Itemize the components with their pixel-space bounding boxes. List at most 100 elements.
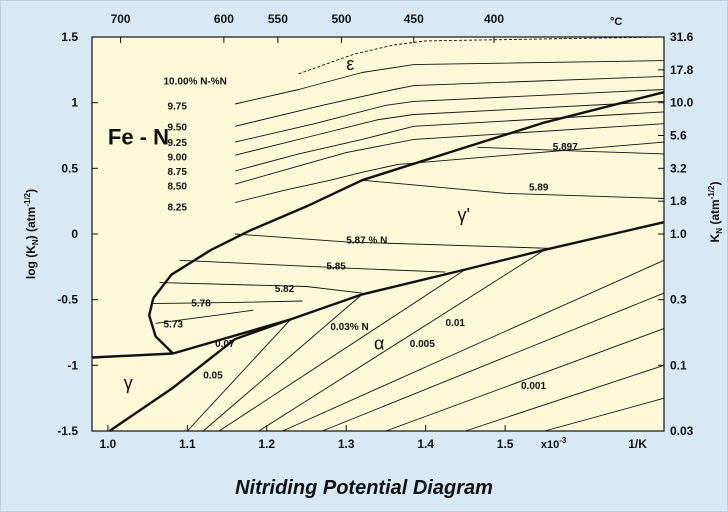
chart-title: Fe - N bbox=[108, 125, 169, 150]
epsilon-iso-label: 8.25 bbox=[167, 202, 187, 213]
alpha-iso-label: 0.07 bbox=[215, 339, 235, 350]
epsilon-iso-line bbox=[234, 89, 665, 143]
epsilon-iso-line bbox=[234, 111, 665, 172]
gamma-boundary-lower bbox=[148, 298, 174, 355]
y-tick-label: 0.5 bbox=[61, 161, 78, 175]
x-exponent-sup: -3 bbox=[559, 436, 567, 445]
alpha-iso-label: 0.001 bbox=[521, 381, 546, 392]
alpha-iso-line bbox=[258, 249, 546, 432]
x-tick-label: 1.3 bbox=[338, 437, 355, 451]
y-axis-label-sub: N bbox=[31, 239, 40, 245]
y-axis-label-sup: -1/2 bbox=[23, 192, 32, 206]
gamma-prime-iso-label: 5.78 bbox=[191, 298, 211, 309]
epsilon-iso-label: 9.50 bbox=[167, 122, 187, 133]
top-tick-label: 600 bbox=[214, 12, 234, 26]
gamma-alpha-boundary bbox=[91, 352, 174, 359]
top-tick-label: 450 bbox=[404, 12, 424, 26]
right-tick-label: 3.2 bbox=[670, 161, 687, 175]
gamma-prime-iso-label: 5.85 bbox=[326, 262, 346, 273]
right-tick-label: 31.6 bbox=[670, 30, 694, 44]
gamma-prime-iso-line bbox=[159, 282, 363, 294]
gamma-prime-iso-label: 5.897 bbox=[553, 142, 578, 153]
y-tick-label: -1.5 bbox=[57, 424, 78, 438]
alpha-iso-line bbox=[282, 259, 665, 432]
gamma-prime-iso-label: 5.87 % N bbox=[346, 235, 387, 246]
x-axis-label: 1/K bbox=[628, 437, 647, 451]
alpha-iso-label: 0.01 bbox=[446, 318, 466, 329]
top-unit-label: °C bbox=[610, 16, 622, 28]
y-axis-label: log (KN) (atm-1/2) bbox=[23, 189, 40, 279]
right-tick-label: 0.3 bbox=[670, 293, 687, 307]
gamma-prime-iso-line bbox=[477, 146, 665, 155]
alpha-iso-line bbox=[218, 269, 466, 432]
right-tick-label: 10.0 bbox=[670, 96, 694, 110]
epsilon-iso-label: 9.25 bbox=[167, 138, 187, 149]
gamma-prime-iso-line bbox=[179, 259, 446, 273]
epsilon-iso-label: 9.00 bbox=[167, 153, 187, 164]
x-tick-label: 1.0 bbox=[100, 437, 117, 451]
right-axis-label-sub: N bbox=[715, 228, 724, 234]
y-tick-label: 0 bbox=[71, 227, 78, 241]
gamma-prime-iso-label: 5.82 bbox=[275, 284, 295, 295]
gamma-prime-iso-line bbox=[362, 179, 665, 199]
right-axis-label: KN (atm-1/2) bbox=[707, 182, 724, 243]
right-tick-label: 17.8 bbox=[670, 63, 694, 77]
gamma-prime-iso-line bbox=[155, 309, 254, 324]
epsilon-iso-line bbox=[234, 75, 665, 127]
right-axis-label-mid: (atm bbox=[708, 199, 722, 228]
epsilon-iso-line bbox=[234, 141, 665, 203]
gamma-prime-iso-line bbox=[234, 233, 553, 249]
x-exponent-label: x10-3 bbox=[541, 436, 567, 451]
x-tick-label: 1.5 bbox=[497, 437, 514, 451]
right-axis-label-sup: -1/2 bbox=[707, 185, 716, 199]
gamma-prime-iso-label: 5.89 bbox=[529, 183, 549, 194]
phase-label: γ' bbox=[457, 205, 469, 225]
alpha-iso-line bbox=[385, 328, 665, 432]
epsilon-iso-line bbox=[298, 36, 665, 75]
x-tick-label: 1.2 bbox=[258, 437, 275, 451]
right-tick-label: 1.0 bbox=[670, 227, 687, 241]
alpha-gamma-lower-boundary bbox=[108, 318, 292, 432]
right-tick-label: 0.1 bbox=[670, 358, 687, 372]
top-tick-label: 500 bbox=[331, 12, 351, 26]
right-axis-label-prefix: K bbox=[708, 233, 722, 242]
x-tick-label: 1.4 bbox=[417, 437, 434, 451]
gamma-prime-iso-line bbox=[151, 300, 303, 305]
epsilon-gamma-prime-boundary bbox=[152, 91, 665, 300]
epsilon-iso-label: 8.50 bbox=[167, 181, 187, 192]
phase-label: ε bbox=[346, 54, 354, 74]
y-tick-label: 1 bbox=[71, 96, 78, 110]
alpha-iso-line bbox=[186, 319, 291, 432]
epsilon-iso-label: 10.00% N-%N bbox=[164, 76, 227, 87]
epsilon-iso-line bbox=[234, 100, 665, 156]
right-axis-label-suffix: ) bbox=[708, 182, 722, 186]
top-tick-label: 550 bbox=[268, 12, 288, 26]
y-tick-label: 1.5 bbox=[61, 30, 78, 44]
alpha-iso-line bbox=[202, 294, 363, 432]
alpha-iso-label: 0.005 bbox=[410, 339, 435, 350]
alpha-iso-line bbox=[465, 364, 665, 432]
epsilon-iso-label: 8.75 bbox=[167, 167, 187, 178]
x-tick-label: 1.1 bbox=[179, 437, 196, 451]
alpha-iso-label: 0.05 bbox=[203, 371, 223, 382]
y-tick-label: -0.5 bbox=[57, 293, 78, 307]
epsilon-iso-line bbox=[234, 123, 665, 185]
figure-caption: Nitriding Potential Diagram bbox=[235, 477, 493, 499]
y-tick-label: -1 bbox=[67, 358, 78, 372]
right-tick-label: 1.8 bbox=[670, 194, 687, 208]
y-axis-label-prefix: log (K bbox=[24, 245, 38, 279]
alpha-iso-label: 0.03% N bbox=[330, 322, 368, 333]
top-tick-label: 400 bbox=[484, 12, 504, 26]
alpha-iso-line bbox=[322, 292, 665, 432]
alpha-iso-line bbox=[544, 397, 665, 432]
gamma-prime-iso-label: 5.73 bbox=[164, 319, 184, 330]
right-tick-label: 0.03 bbox=[670, 424, 694, 438]
epsilon-iso-label: 9.75 bbox=[167, 101, 187, 112]
y-axis-label-suffix: ) bbox=[24, 189, 38, 193]
y-axis-label-mid: ) (atm bbox=[24, 207, 38, 240]
right-tick-label: 5.6 bbox=[670, 129, 687, 143]
phase-label: γ bbox=[124, 373, 133, 393]
top-tick-label: 700 bbox=[111, 12, 131, 26]
